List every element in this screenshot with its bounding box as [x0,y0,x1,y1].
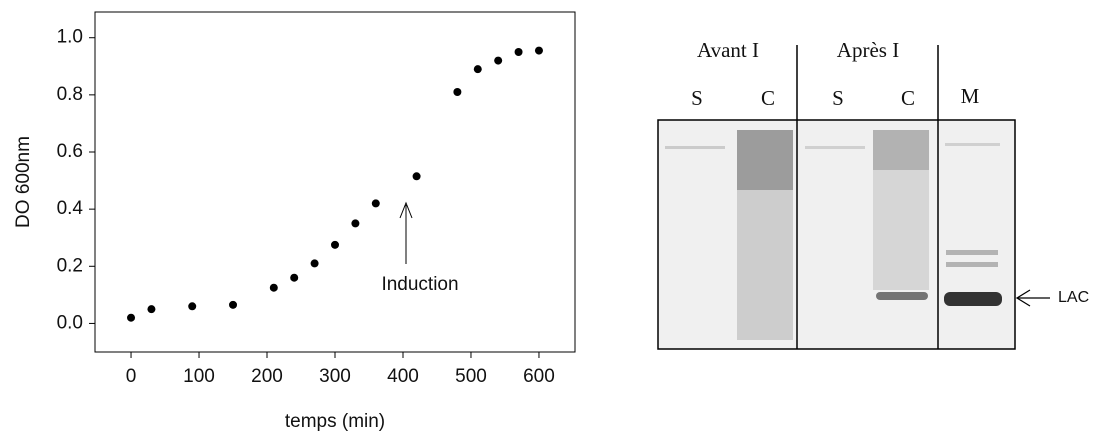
point [473,65,482,74]
y-tick-label: 0.6 [57,141,83,162]
point [494,56,503,65]
y-tick-label: 0.4 [57,198,84,219]
lane-label: S [832,86,844,110]
point [412,172,421,181]
y-tick-label: 0.2 [57,255,83,276]
group-label: Avant I [697,38,759,62]
gel-smear [873,130,929,170]
y-axis-label: DO 600nm [13,136,34,228]
x-axis-label: temps (min) [285,411,385,432]
annotation: Induction [381,274,458,295]
gel-band [805,146,865,149]
band-label: LAC [1058,289,1089,306]
lane-label: C [901,86,915,110]
gel-band [944,292,1002,306]
y-tick-label: 1.0 [57,27,83,48]
point [371,199,380,208]
point [331,240,339,249]
gel-band [665,146,725,149]
point [310,259,319,268]
gel-smear [737,190,793,340]
point [269,283,278,292]
lane-label: S [691,86,703,110]
gel-band [876,292,928,300]
x-tick-label: 200 [251,366,283,387]
y-tick-label: 0.8 [57,84,83,105]
point [127,313,136,322]
group-label: Après I [837,38,899,62]
point [453,88,462,96]
x-tick-label: 300 [319,366,351,387]
point [290,273,299,282]
gel-smear [873,170,929,290]
plot-frame [94,11,576,353]
gel-frame [657,119,1016,350]
gel-band [946,262,998,267]
lane-label: C [761,86,775,110]
point [514,48,523,56]
gel-band [945,143,1000,146]
y-tick-label: 0.0 [57,312,83,333]
x-tick-label: 100 [183,366,215,387]
point [147,305,156,314]
x-tick-label: 0 [126,366,137,387]
point [188,302,197,311]
gel: Avant I Après I S C S C M LAC [657,38,1089,350]
gel-smear [737,130,793,190]
point [534,46,543,55]
gel-band [946,250,998,255]
x-tick-label: 600 [523,366,555,387]
annotation-arrowhead [399,201,413,219]
band-arrowhead [1015,289,1031,307]
lane-label: M [961,84,980,108]
point [229,300,238,309]
point [351,219,360,228]
x-tick-label: 500 [455,366,487,387]
x-tick-label: 400 [387,366,419,387]
